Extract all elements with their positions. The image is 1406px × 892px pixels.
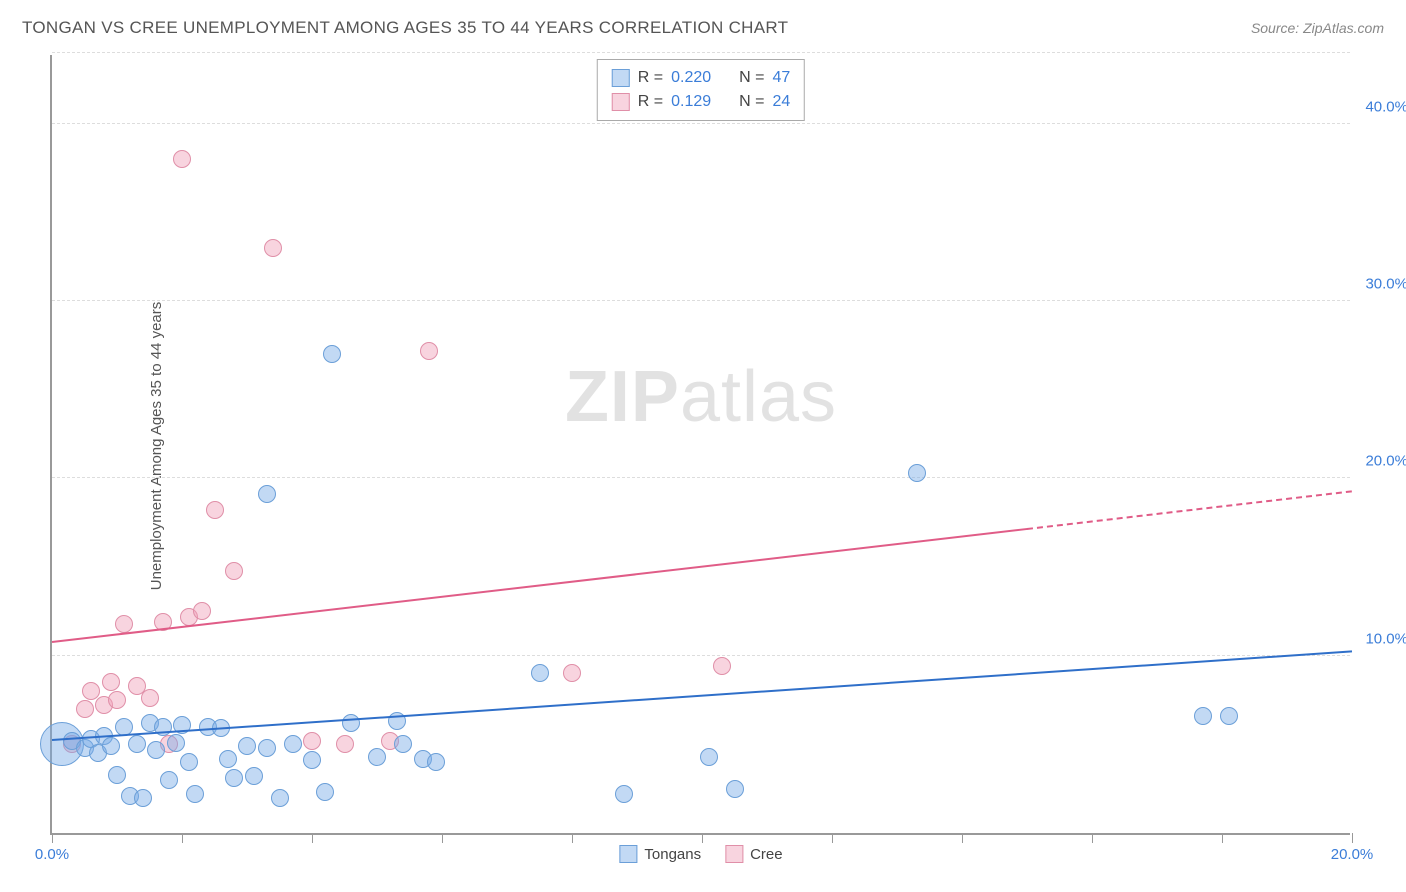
scatter-point <box>206 501 224 519</box>
legend-box: R = 0.220 N = 47 R = 0.129 N = 24 <box>597 59 805 121</box>
scatter-point <box>128 735 146 753</box>
scatter-point <box>713 657 731 675</box>
chart-title: TONGAN VS CREE UNEMPLOYMENT AMONG AGES 3… <box>22 18 788 38</box>
scatter-point <box>180 753 198 771</box>
scatter-point <box>225 562 243 580</box>
legend-label: Cree <box>750 846 783 863</box>
scatter-point <box>394 735 412 753</box>
x-tick-label: 0.0% <box>35 846 69 863</box>
scatter-point <box>141 689 159 707</box>
scatter-point <box>563 664 581 682</box>
bottom-legend: Tongans Cree <box>619 845 782 863</box>
x-tick <box>1352 833 1353 843</box>
legend-swatch <box>612 93 630 111</box>
scatter-point <box>245 767 263 785</box>
scatter-point <box>76 700 94 718</box>
scatter-point <box>264 239 282 257</box>
legend-row: R = 0.220 N = 47 <box>612 66 790 90</box>
scatter-point <box>193 602 211 620</box>
r-label: R = <box>638 90 663 114</box>
n-label: N = <box>739 66 764 90</box>
scatter-point <box>258 485 276 503</box>
trend-line <box>52 528 1027 643</box>
x-tick <box>1092 833 1093 843</box>
gridline <box>52 300 1350 301</box>
legend-swatch <box>725 845 743 863</box>
scatter-point <box>271 789 289 807</box>
scatter-point <box>160 771 178 789</box>
y-tick-label: 10.0% <box>1365 630 1406 647</box>
scatter-point <box>108 691 126 709</box>
scatter-point <box>908 464 926 482</box>
n-value: 47 <box>772 66 790 90</box>
y-tick-label: 20.0% <box>1365 453 1406 470</box>
scatter-point <box>726 780 744 798</box>
source-label: Source: ZipAtlas.com <box>1251 20 1384 36</box>
gridline <box>52 655 1350 656</box>
scatter-point <box>303 751 321 769</box>
x-tick <box>702 833 703 843</box>
scatter-point <box>1220 707 1238 725</box>
r-value: 0.129 <box>671 90 721 114</box>
x-tick <box>832 833 833 843</box>
x-tick <box>182 833 183 843</box>
scatter-point <box>147 741 165 759</box>
scatter-point <box>167 734 185 752</box>
x-tick <box>442 833 443 843</box>
scatter-point <box>186 785 204 803</box>
scatter-point <box>115 615 133 633</box>
scatter-point <box>420 342 438 360</box>
scatter-point <box>134 789 152 807</box>
scatter-point <box>219 750 237 768</box>
scatter-point <box>336 735 354 753</box>
x-tick <box>312 833 313 843</box>
scatter-point <box>238 737 256 755</box>
legend-swatch <box>612 69 630 87</box>
legend-item: Cree <box>725 845 783 863</box>
x-tick <box>572 833 573 843</box>
legend-swatch <box>619 845 637 863</box>
y-tick-label: 30.0% <box>1365 276 1406 293</box>
scatter-point <box>108 766 126 784</box>
gridline <box>52 477 1350 478</box>
header: TONGAN VS CREE UNEMPLOYMENT AMONG AGES 3… <box>22 18 1384 38</box>
x-tick <box>52 833 53 843</box>
n-value: 24 <box>772 90 790 114</box>
scatter-point <box>102 737 120 755</box>
y-tick-label: 40.0% <box>1365 98 1406 115</box>
scatter-point <box>258 739 276 757</box>
legend-item: Tongans <box>619 845 701 863</box>
x-tick <box>962 833 963 843</box>
scatter-point <box>368 748 386 766</box>
n-label: N = <box>739 90 764 114</box>
x-tick-label: 20.0% <box>1331 846 1374 863</box>
watermark: ZIPatlas <box>565 356 837 438</box>
scatter-point <box>700 748 718 766</box>
scatter-point <box>303 732 321 750</box>
x-tick <box>1222 833 1223 843</box>
scatter-point <box>323 345 341 363</box>
scatter-point <box>427 753 445 771</box>
scatter-point <box>342 714 360 732</box>
trend-line <box>1027 491 1352 531</box>
legend-row: R = 0.129 N = 24 <box>612 90 790 114</box>
r-value: 0.220 <box>671 66 721 90</box>
scatter-point <box>615 785 633 803</box>
scatter-point <box>173 150 191 168</box>
chart-area: ZIPatlas 10.0%20.0%30.0%40.0%0.0%20.0%R … <box>50 55 1350 835</box>
gridline <box>52 52 1350 53</box>
scatter-point <box>225 769 243 787</box>
gridline <box>52 123 1350 124</box>
r-label: R = <box>638 66 663 90</box>
legend-label: Tongans <box>644 846 701 863</box>
scatter-point <box>1194 707 1212 725</box>
scatter-point <box>316 783 334 801</box>
trend-line <box>52 650 1352 741</box>
scatter-point <box>284 735 302 753</box>
scatter-point <box>531 664 549 682</box>
scatter-point <box>102 673 120 691</box>
